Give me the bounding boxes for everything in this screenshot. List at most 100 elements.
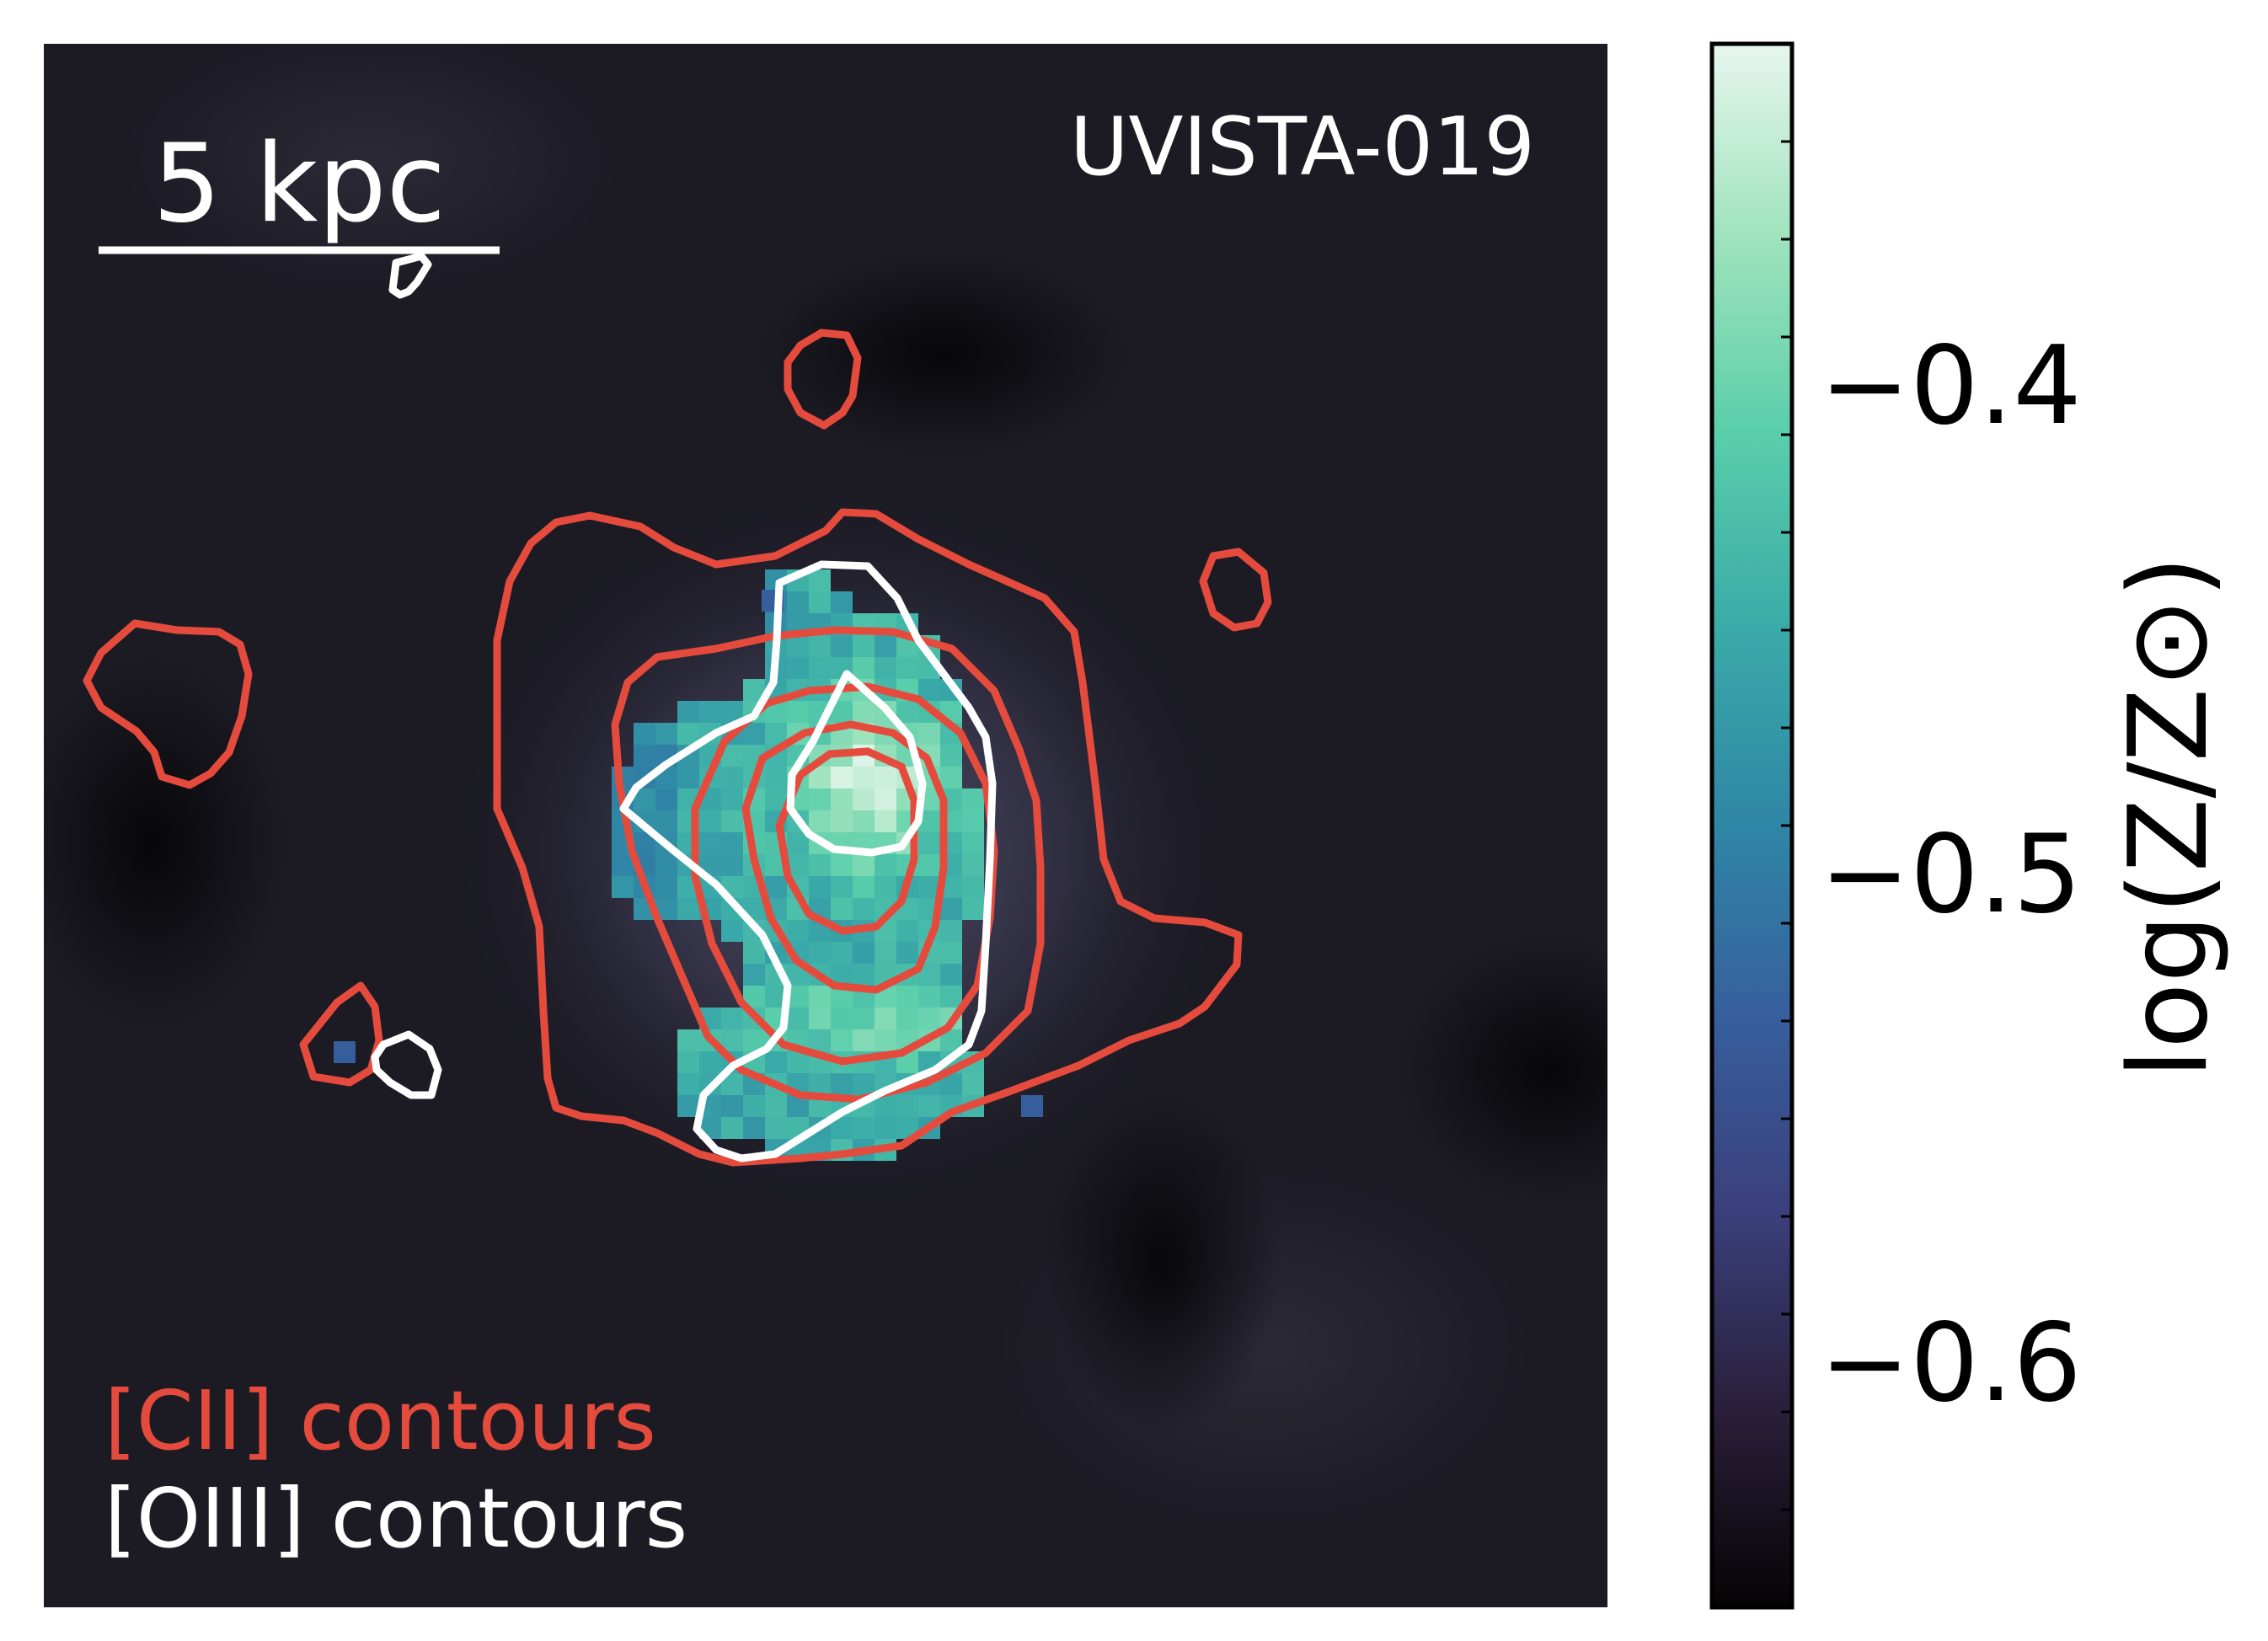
metallicity-pixel [721,920,743,942]
metallicity-pixel [896,1008,918,1029]
metallicity-pixel [334,1041,356,1063]
colorbar-gradient [1709,41,1795,1610]
metallicity-pixel [962,876,984,898]
cii-contour [784,329,862,430]
metallicity-pixel [896,1095,918,1117]
metallicity-pixel [699,810,721,832]
dark-region [1399,935,1607,1205]
metallicity-pixel [875,1029,896,1051]
metallicity-pixel [831,788,853,810]
metallicity-pixel [875,788,896,810]
colorbar-tick-label: −0.6 [1820,1301,2082,1426]
metallicity-pixel [677,767,699,788]
metallicity-pixel [809,876,831,898]
metallicity-pixel [962,810,984,832]
metallicity-pixel [853,1029,875,1051]
metallicity-pixel [853,898,875,920]
metallicity-pixel [655,876,677,898]
metallicity-pixel [962,854,984,876]
colorbar-ticks: −0.6 −0.5 −0.4 [1781,140,2082,1511]
colorbar-tick-label: −0.4 [1820,323,2082,449]
metallicity-pixel [655,854,677,876]
metallicity-pixel [699,832,721,854]
metallicity-pixel [765,1051,787,1073]
metallicity-pixel [962,1073,984,1095]
metallicity-pixel [853,942,875,964]
metallicity-pixel [875,1117,896,1139]
metallicity-pixel [721,1029,743,1051]
oiii-contour [619,560,997,1163]
metallicity-pixel [787,920,809,942]
metallicity-pixel [787,635,809,657]
metallicity-pixel [853,767,875,788]
oiii-contour [371,1030,442,1099]
metallicity-pixel [853,701,875,723]
metallicity-pixel [962,832,984,854]
metallicity-pixel [831,1029,853,1051]
metallicity-pixel [896,942,918,964]
metallicity-pixel [612,854,634,876]
metallicity-pixel [809,635,831,657]
metallicity-pixel [940,745,962,767]
metallicity-pixel [940,986,962,1008]
metallicity-pixel [918,1008,940,1029]
metallicity-pixel [853,1073,875,1095]
metallicity-pixel [721,1008,743,1029]
metallicity-pixel [875,635,896,657]
metallicity-pixel [743,1095,765,1117]
metallicity-pixel [699,701,721,723]
metallicity-pixel [853,788,875,810]
metallicity-pixel [896,986,918,1008]
metallicity-pixel [896,920,918,942]
metallicity-pixel [787,701,809,723]
metallicity-pixel [809,591,831,613]
colorbar: −0.6 −0.5 −0.4 log(Z/Z⊙) [1709,41,2232,1610]
metallicity-pixel [918,854,940,876]
metallicity-pixel [765,723,787,745]
metallicity-pixel [875,810,896,832]
cii-contour [691,682,998,1066]
cii-contour [775,747,918,935]
metallicity-pixel [787,591,809,613]
metallicity-pixel [918,723,940,745]
metallicity-pixel [809,854,831,876]
legend-oiii: [OIII] contours [104,1471,687,1566]
metallicity-pixel [831,810,853,832]
oiii-contour [388,252,432,299]
metallicity-pixel [918,679,940,701]
metallicity-pixel [721,1095,743,1117]
metallicity-pixel [875,876,896,898]
metallicity-pixel [962,898,984,920]
metallicity-pixel [918,832,940,854]
cii-contour [1199,548,1272,632]
metallicity-pixel [896,657,918,679]
metallicity-pixel [853,635,875,657]
metallicity-pixel [787,1051,809,1073]
metallicity-pixel [831,767,853,788]
cii-contour [83,619,253,789]
metallicity-pixel [809,1073,831,1095]
metallicity-pixel [655,810,677,832]
dark-region [1045,1095,1281,1432]
scale-bar-label: 5 kpc [152,121,446,247]
metallicity-pixel [853,854,875,876]
metallicity-pixel [853,1117,875,1139]
oiii-contour [786,670,927,857]
metallicity-pixel [677,898,699,920]
metallicity-pixel [940,898,962,920]
metallicity-pixel [809,788,831,810]
metallicity-pixel [809,810,831,832]
metallicity-pixel [677,1051,699,1073]
metallicity-pixel [677,723,699,745]
metallicity-pixel [809,657,831,679]
metallicity-pixel [765,876,787,898]
metallicity-pixel [1021,1095,1043,1117]
metallicity-pixel [875,1095,896,1117]
metallicity-pixel [831,942,853,964]
metallicity-pixel [940,920,962,942]
metallicity-pixel [853,1008,875,1029]
metallicity-pixel [831,876,853,898]
metallicity-pixel [677,1095,699,1117]
metallicity-pixel [940,767,962,788]
